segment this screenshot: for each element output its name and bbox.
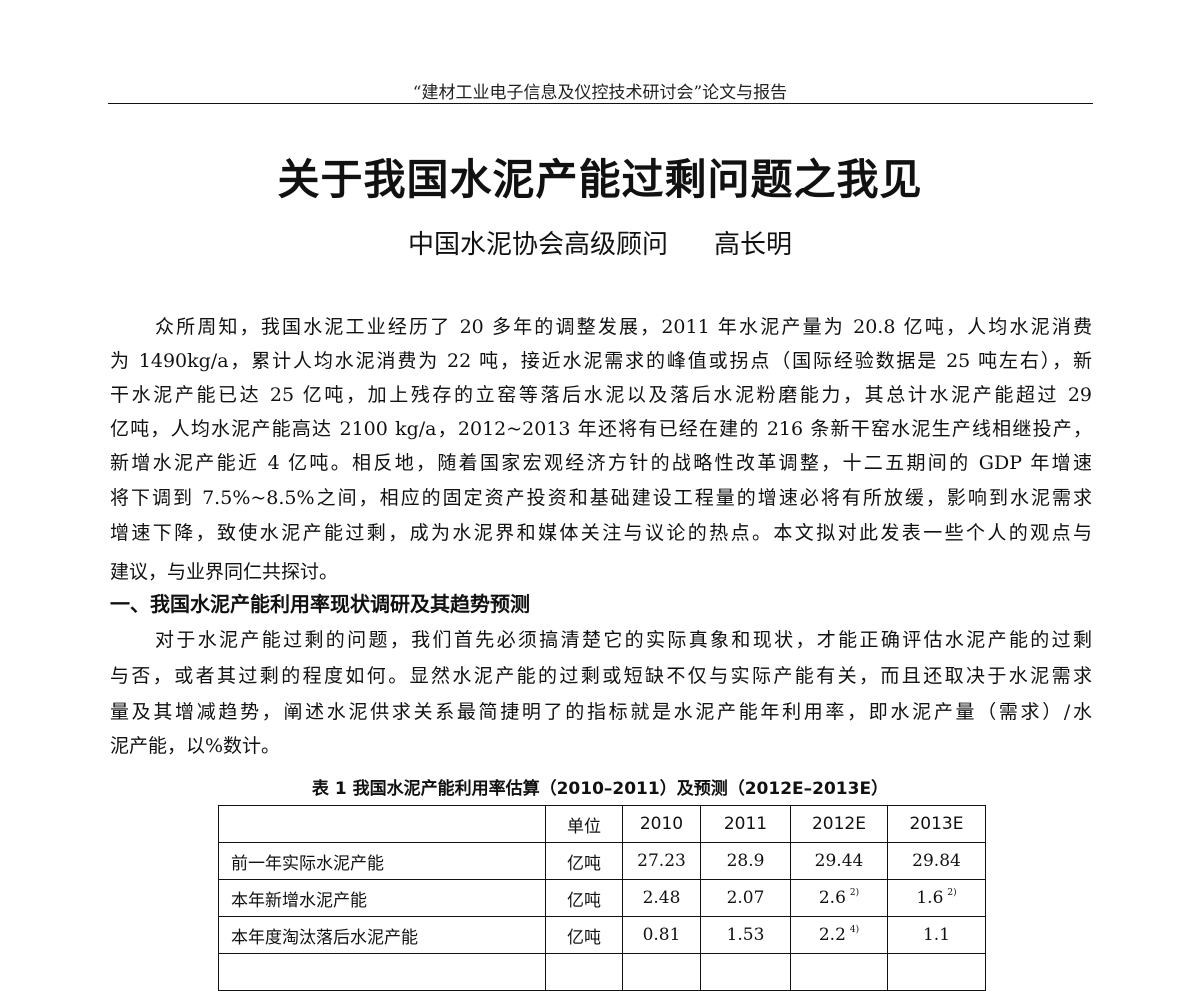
paragraph-line: 量及其增减趋势，阐述水泥供求关系最简捷明了的指标就是水泥产能年利用率，即水泥产量… [110,701,1092,723]
value-cell: 0.81 [622,916,701,954]
section-heading: 一、我国水泥产能利用率现状调研及其趋势预测 [110,592,530,616]
table-row: 本年度淘汰落后水泥产能 亿吨 0.81 1.53 2.2 4) 1.1 [218,916,986,954]
page-title: 关于我国水泥产能过剩问题之我见 [277,155,923,204]
row-label: 前一年实际水泥产能 [218,842,546,880]
header-cell [218,805,546,843]
value: 2.6 [818,888,846,908]
table-row: 本年新增水泥产能 亿吨 2.48 2.07 2.6 2) 1.6 2) [218,879,986,917]
value-cell: 2.07 [700,879,791,917]
header-rule [108,103,1093,104]
unit-cell: 亿吨 [545,879,623,917]
paragraph-line: 众所周知，我国水泥工业经历了 20 多年的调整发展，2011 年水泥产量为 20… [155,316,1092,338]
paragraph-line: 干水泥产能已达 25 亿吨，加上残存的立窑等落后水泥以及落后水泥粉磨能力，其总计… [110,384,1092,406]
header-cell: 2010 [622,805,701,843]
paragraph-line: 增速下降，致使水泥产能过剩，成为水泥界和媒体关注与议论的热点。本文拟对此发表一些… [110,522,1092,544]
paragraph-line: 为 1490kg/a，累计人均水泥消费为 22 吨，接近水泥需求的峰值或拐点（国… [110,350,1092,372]
value-cell: 1.6 2) [887,879,986,917]
value-cell: 1.53 [700,916,791,954]
header-cell: 2012E [790,805,888,843]
running-header: “建材工业电子信息及仪控技术研讨会”论文与报告 [412,83,788,103]
table-row-partial [218,953,986,991]
value-cell: 28.9 [700,842,791,880]
value-cell: 2.6 2) [790,879,888,917]
paragraph-line: 建议，与业界同仁共探讨。 [110,561,339,583]
footnote-mark: 2) [947,888,957,898]
value-cell: 2.2 4) [790,916,888,954]
value-cell: 29.84 [887,842,986,880]
author-name: 高长明 [714,230,793,260]
value-cell: 2.48 [622,879,701,917]
table-row: 前一年实际水泥产能 亿吨 27.23 28.9 29.44 29.84 [218,842,986,880]
paragraph-line: 亿吨，人均水泥产能高达 2100 kg/a，2012~2013 年还将有已经在建… [110,418,1092,440]
paragraph-line: 对于水泥产能过剩的问题，我们首先必须搞清楚它的实际真象和现状，才能正确评估水泥产… [155,629,1092,651]
author-affiliation: 中国水泥协会高级顾问 [407,230,668,260]
paragraph-line: 新增水泥产能近 4 亿吨。相反地，随着国家宏观经济方针的战略性改革调整，十二五期… [110,452,1092,474]
unit-cell: 亿吨 [545,916,623,954]
capacity-utilization-table: 单位 2010 2011 2012E 2013E 前一年实际水泥产能 亿吨 27… [218,805,986,991]
header-cell: 2011 [700,805,791,843]
unit-cell: 亿吨 [545,842,623,880]
author-line: 中国水泥协会高级顾问 高长明 [0,224,1200,261]
paragraph-line: 将下调到 7.5%~8.5%之间，相应的固定资产投资和基础建设工程量的增速必将有… [110,487,1092,509]
value-cell: 1.1 [887,916,986,954]
footnote-mark: 4) [849,925,860,935]
paragraph-line: 与否，或者其过剩的程度如何。显然水泥产能的过剩或短缺不仅与实际产能有关，而且还取… [110,665,1092,687]
row-label: 本年度淘汰落后水泥产能 [218,916,546,954]
table-header-row: 单位 2010 2011 2012E 2013E [218,805,986,843]
paragraph-line: 泥产能，以%数计。 [110,735,281,757]
row-label: 本年新增水泥产能 [218,879,546,917]
value: 1.6 [916,888,944,908]
header-cell: 2013E [887,805,986,843]
value-cell: 29.44 [790,842,888,880]
value: 2.2 [818,925,846,945]
table-caption: 表 1 我国水泥产能利用率估算（2010–2011）及预测（2012E–2013… [311,779,889,799]
value-cell: 27.23 [622,842,701,880]
footnote-mark: 2) [849,888,860,898]
header-cell: 单位 [545,805,623,843]
